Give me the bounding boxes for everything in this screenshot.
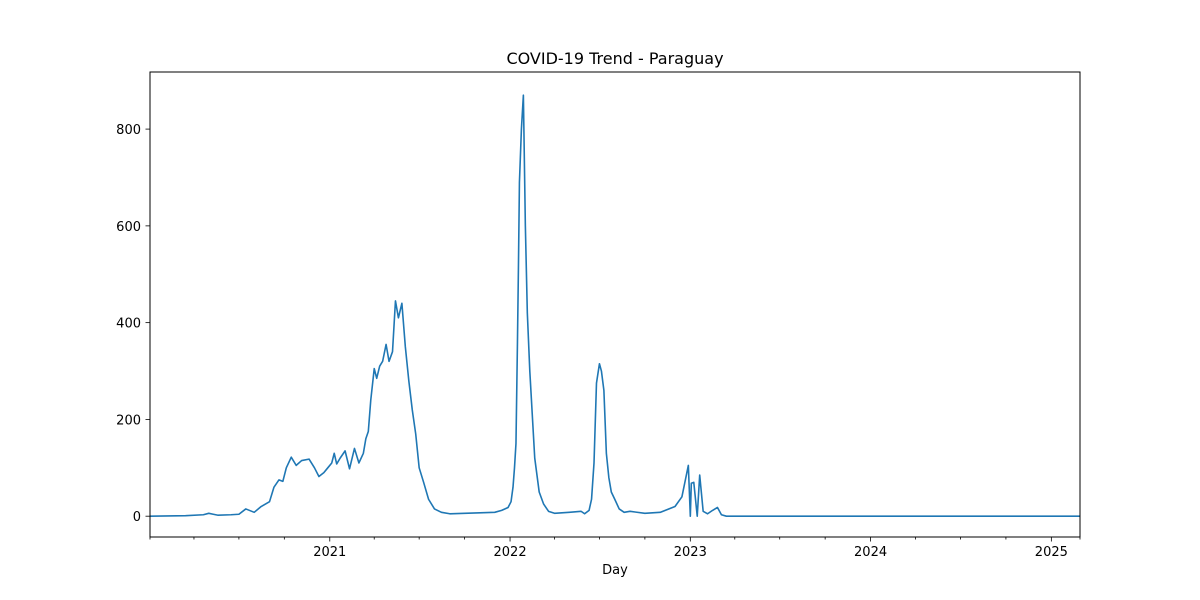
y-tick-label: 0 — [133, 510, 141, 525]
x-tick-label: 2024 — [854, 545, 887, 560]
x-axis: 2021 2022 2023 2024 2025 — [149, 537, 1081, 560]
y-tick-label: 200 — [116, 413, 141, 428]
x-tick-label: 2023 — [674, 545, 707, 560]
y-tick-label: 400 — [116, 317, 141, 332]
y-tick-label: 600 — [116, 220, 141, 235]
y-tick-label: 800 — [116, 123, 141, 138]
x-tick-label: 2021 — [313, 545, 346, 560]
x-axis-label: Day — [602, 563, 628, 578]
series-line-0 — [149, 94, 1080, 517]
y-axis: 0 200 400 600 800 — [116, 123, 150, 525]
plot-area — [149, 94, 1080, 517]
axes-frame — [149, 71, 1081, 538]
chart-title: COVID-19 Trend - Paraguay — [506, 49, 723, 68]
x-tick-label: 2025 — [1035, 545, 1068, 560]
x-tick-label: 2022 — [494, 545, 527, 560]
